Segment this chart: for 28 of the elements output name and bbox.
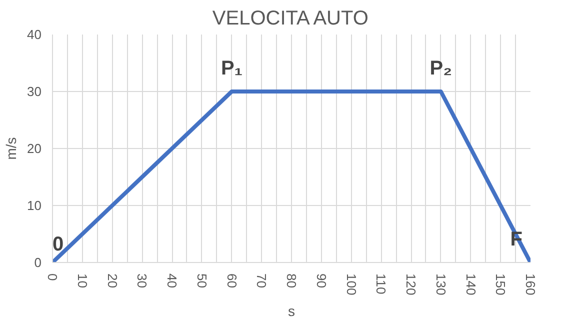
- x-tick-label: 120: [404, 274, 418, 296]
- annotation: P₂: [430, 58, 452, 80]
- x-axis-title: s: [288, 303, 295, 320]
- x-tick-label: 130: [433, 274, 448, 296]
- x-tick-label: 140: [463, 274, 478, 296]
- x-tick-label: 70: [254, 274, 270, 288]
- x-tick-label: 0: [45, 274, 60, 281]
- x-tick-label: 60: [224, 274, 240, 288]
- annotation: P₁: [220, 58, 243, 80]
- x-tick-label: 90: [314, 274, 329, 288]
- annotation: 0: [52, 234, 64, 256]
- x-tick-label: 50: [194, 274, 210, 288]
- x-tick-label: 100: [344, 274, 359, 296]
- x-tick-label: 110: [374, 274, 389, 294]
- x-tick-label: 20: [104, 274, 120, 288]
- y-tick-label: 30: [27, 84, 42, 99]
- y-tick-label: 0: [34, 255, 42, 270]
- x-tick-label: 10: [74, 274, 90, 288]
- y-tick-label: 20: [27, 141, 42, 156]
- y-axis-title: m/s: [3, 137, 20, 160]
- chart-title: VELOCITA AUTO: [212, 8, 368, 30]
- y-tick-label: 40: [27, 27, 42, 42]
- x-tick-label: 80: [284, 274, 299, 288]
- x-tick-label: 30: [134, 274, 150, 288]
- x-tick-label: 160: [523, 274, 538, 296]
- y-tick-label: 10: [27, 198, 42, 213]
- x-tick-label: 40: [164, 274, 180, 288]
- x-tick-label: 150: [493, 274, 508, 296]
